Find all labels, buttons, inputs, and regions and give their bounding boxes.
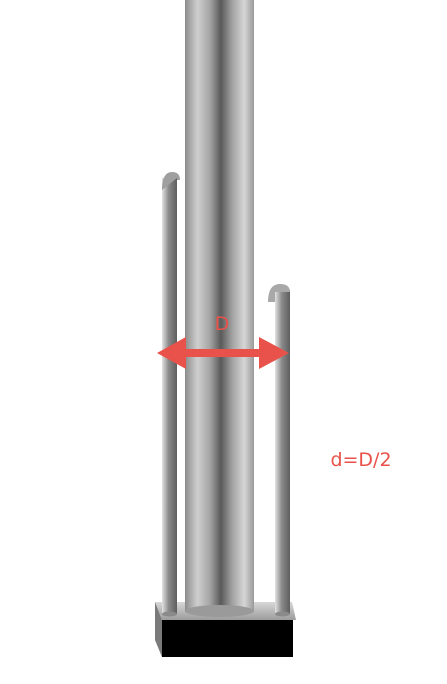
base-front-face — [162, 620, 293, 657]
arrowhead-left — [157, 337, 186, 369]
arrowhead-right — [259, 337, 289, 369]
diameter-arrow — [157, 337, 289, 369]
ratio-label: d=D/2 — [330, 449, 391, 471]
main-cylinder — [185, 0, 254, 617]
diameter-label: D — [215, 313, 230, 335]
base-side-face — [155, 602, 162, 657]
left-rod — [162, 172, 180, 617]
right-rod — [268, 284, 290, 617]
